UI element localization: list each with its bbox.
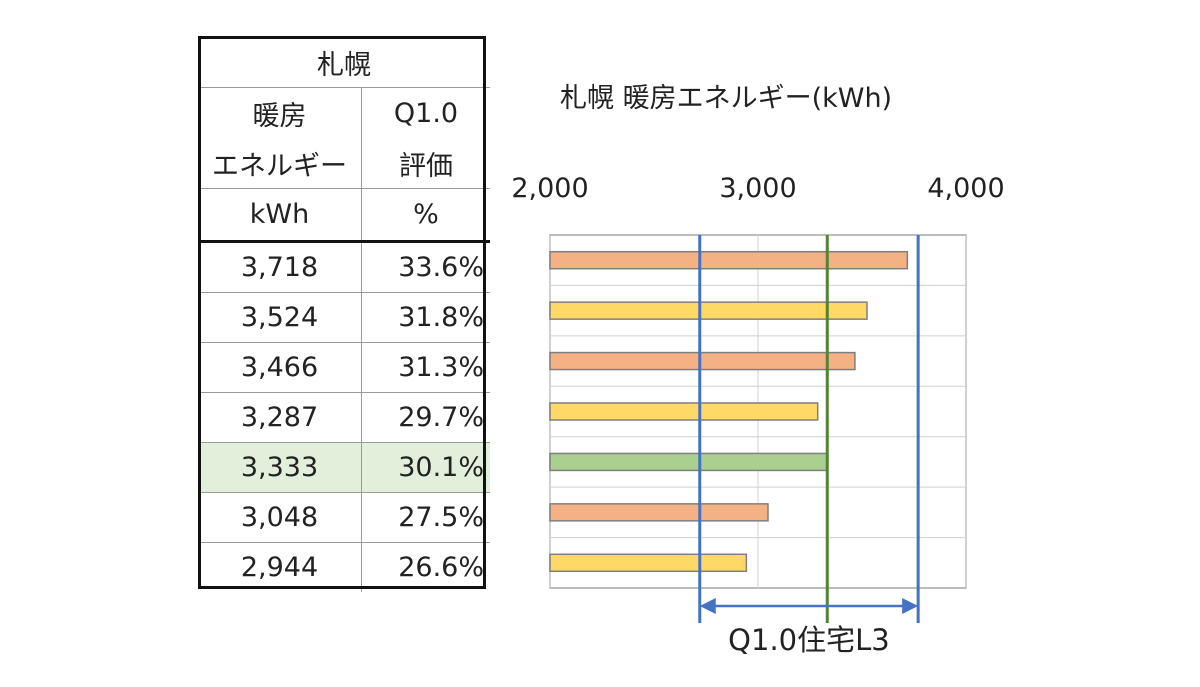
kwh-cell: 3,466 — [198, 342, 362, 393]
table-row: 3,048 27.5% — [198, 492, 490, 543]
pct-cell: 26.6% — [361, 542, 490, 592]
x-axis-ticks: 2,000 3,000 4,000 — [511, 173, 1004, 204]
heating-energy-header-line1: 暖房 — [198, 87, 362, 138]
kwh-cell: 3,524 — [198, 292, 362, 343]
pct-cell: 33.6% — [361, 240, 490, 293]
bar — [549, 402, 819, 421]
kwh-cell: 2,944 — [198, 542, 362, 592]
annotation-arrowhead-right — [902, 598, 919, 614]
table-row: 3,287 29.7% — [198, 392, 490, 443]
table-row: 3,718 33.6% — [198, 240, 490, 293]
heating-energy-unit: kWh — [198, 188, 362, 242]
q10-rating-unit: % — [413, 199, 439, 230]
x-tick-label: 3,000 — [719, 173, 796, 204]
bar — [549, 452, 829, 472]
table-row-highlighted: 3,333 30.1% — [198, 442, 490, 493]
x-tick-label: 4,000 — [927, 173, 1004, 204]
bar — [549, 553, 748, 573]
pct-cell: 31.3% — [361, 342, 490, 393]
table-row: 3,466 31.3% — [198, 342, 490, 393]
bar — [549, 301, 868, 320]
heating-energy-bar-chart: 2,000 3,000 4,000 Q1.0住宅L3 — [511, 173, 1004, 657]
bar — [549, 351, 856, 371]
heating-energy-header-line2: エネルギー — [198, 138, 362, 189]
pct-cell: 27.5% — [361, 492, 490, 543]
reference-lines — [698, 235, 920, 623]
table-row: 2,944 26.6% — [198, 542, 490, 592]
q10-rating-header-line1: Q1.0 — [393, 97, 459, 129]
table-city-header: 札幌 — [198, 37, 490, 88]
table-row: 3,524 31.8% — [198, 292, 490, 343]
annotation-arrowhead-left — [699, 598, 716, 614]
kwh-cell: 3,718 — [198, 240, 362, 293]
kwh-cell: 3,287 — [198, 392, 362, 443]
bar — [549, 503, 769, 522]
bar — [549, 250, 909, 270]
chart-title: 札幌 暖房エネルギー(kWh) — [560, 83, 893, 114]
kwh-cell: 3,048 — [198, 492, 362, 543]
annotation-label: Q1.0住宅L3 — [728, 623, 890, 657]
pct-cell: 31.8% — [361, 292, 490, 343]
range-annotation: Q1.0住宅L3 — [699, 598, 919, 657]
q10-rating-header-line2: 評価 — [361, 138, 490, 189]
pct-cell: 30.1% — [361, 442, 490, 493]
kwh-cell: 3,333 — [198, 442, 362, 493]
x-tick-label: 2,000 — [511, 173, 588, 204]
energy-table: 札幌 暖房 Q1.0 エネルギー 評価 kWh % 3,718 33.6% 3,… — [198, 37, 490, 592]
pct-cell: 29.7% — [361, 392, 490, 443]
bars — [549, 250, 909, 573]
